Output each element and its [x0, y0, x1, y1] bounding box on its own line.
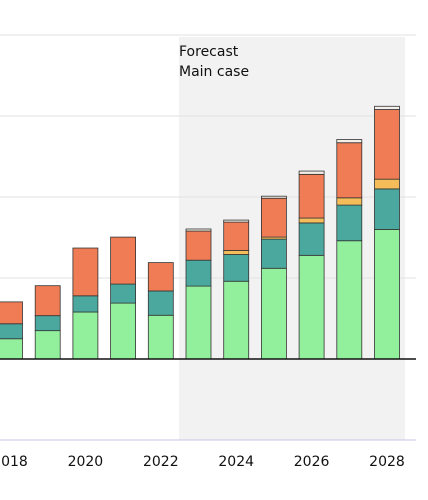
bar-segment — [34, 330, 61, 360]
bar-segment — [336, 204, 363, 242]
bar-segment — [223, 250, 250, 255]
bar-segment — [147, 262, 174, 292]
bar-segment — [110, 283, 136, 304]
bar-segment — [185, 230, 212, 261]
bar-segment — [260, 197, 287, 238]
bars — [0, 105, 400, 360]
annotation: Main case — [179, 64, 249, 80]
bar-segment — [298, 173, 325, 219]
x-tick-label: 2028 — [369, 454, 405, 470]
x-tick-label: 2026 — [294, 454, 330, 470]
bar-segment — [0, 301, 23, 325]
bar-segment — [223, 219, 250, 223]
bar-segment — [260, 267, 287, 360]
bar-segment — [336, 240, 363, 360]
bar-segment — [298, 170, 325, 175]
bar-segment — [260, 238, 287, 269]
bar-segment — [374, 105, 400, 110]
bar-segment — [374, 178, 400, 190]
bar-segment — [110, 302, 136, 360]
bar-segment — [223, 221, 250, 251]
bar-segment — [336, 197, 363, 206]
bar-segment — [374, 109, 400, 180]
bar-segment — [147, 314, 174, 360]
bar-segment — [298, 254, 325, 360]
bar-segment — [223, 254, 250, 282]
bar-segment — [185, 285, 212, 360]
x-tick-label: 2020 — [68, 454, 104, 470]
bar-segment — [298, 217, 325, 224]
bar-segment — [336, 142, 363, 199]
bar-segment — [374, 188, 400, 230]
bar-segment — [298, 222, 325, 256]
bar-segment — [336, 139, 363, 144]
bar-segment — [72, 247, 99, 297]
bar-segment — [34, 315, 61, 332]
bar-segment — [0, 323, 23, 340]
bar-segment — [223, 280, 250, 360]
x-tick-label: 2022 — [143, 454, 179, 470]
x-tick-label: 2024 — [218, 454, 254, 470]
annotation: Forecast — [179, 44, 239, 60]
bar-segment — [72, 311, 99, 360]
bar-segment — [185, 259, 212, 287]
x-tick-label: 2018 — [0, 454, 28, 470]
bar-segment — [185, 228, 212, 232]
bar-segment — [34, 285, 61, 317]
bar-segment — [260, 195, 287, 199]
bar-segment — [110, 236, 136, 285]
forecast-region — [179, 37, 405, 440]
bar-segment — [147, 290, 174, 316]
bar-segment — [72, 295, 99, 313]
bar-segment — [0, 338, 23, 360]
bar-segment — [374, 228, 400, 360]
